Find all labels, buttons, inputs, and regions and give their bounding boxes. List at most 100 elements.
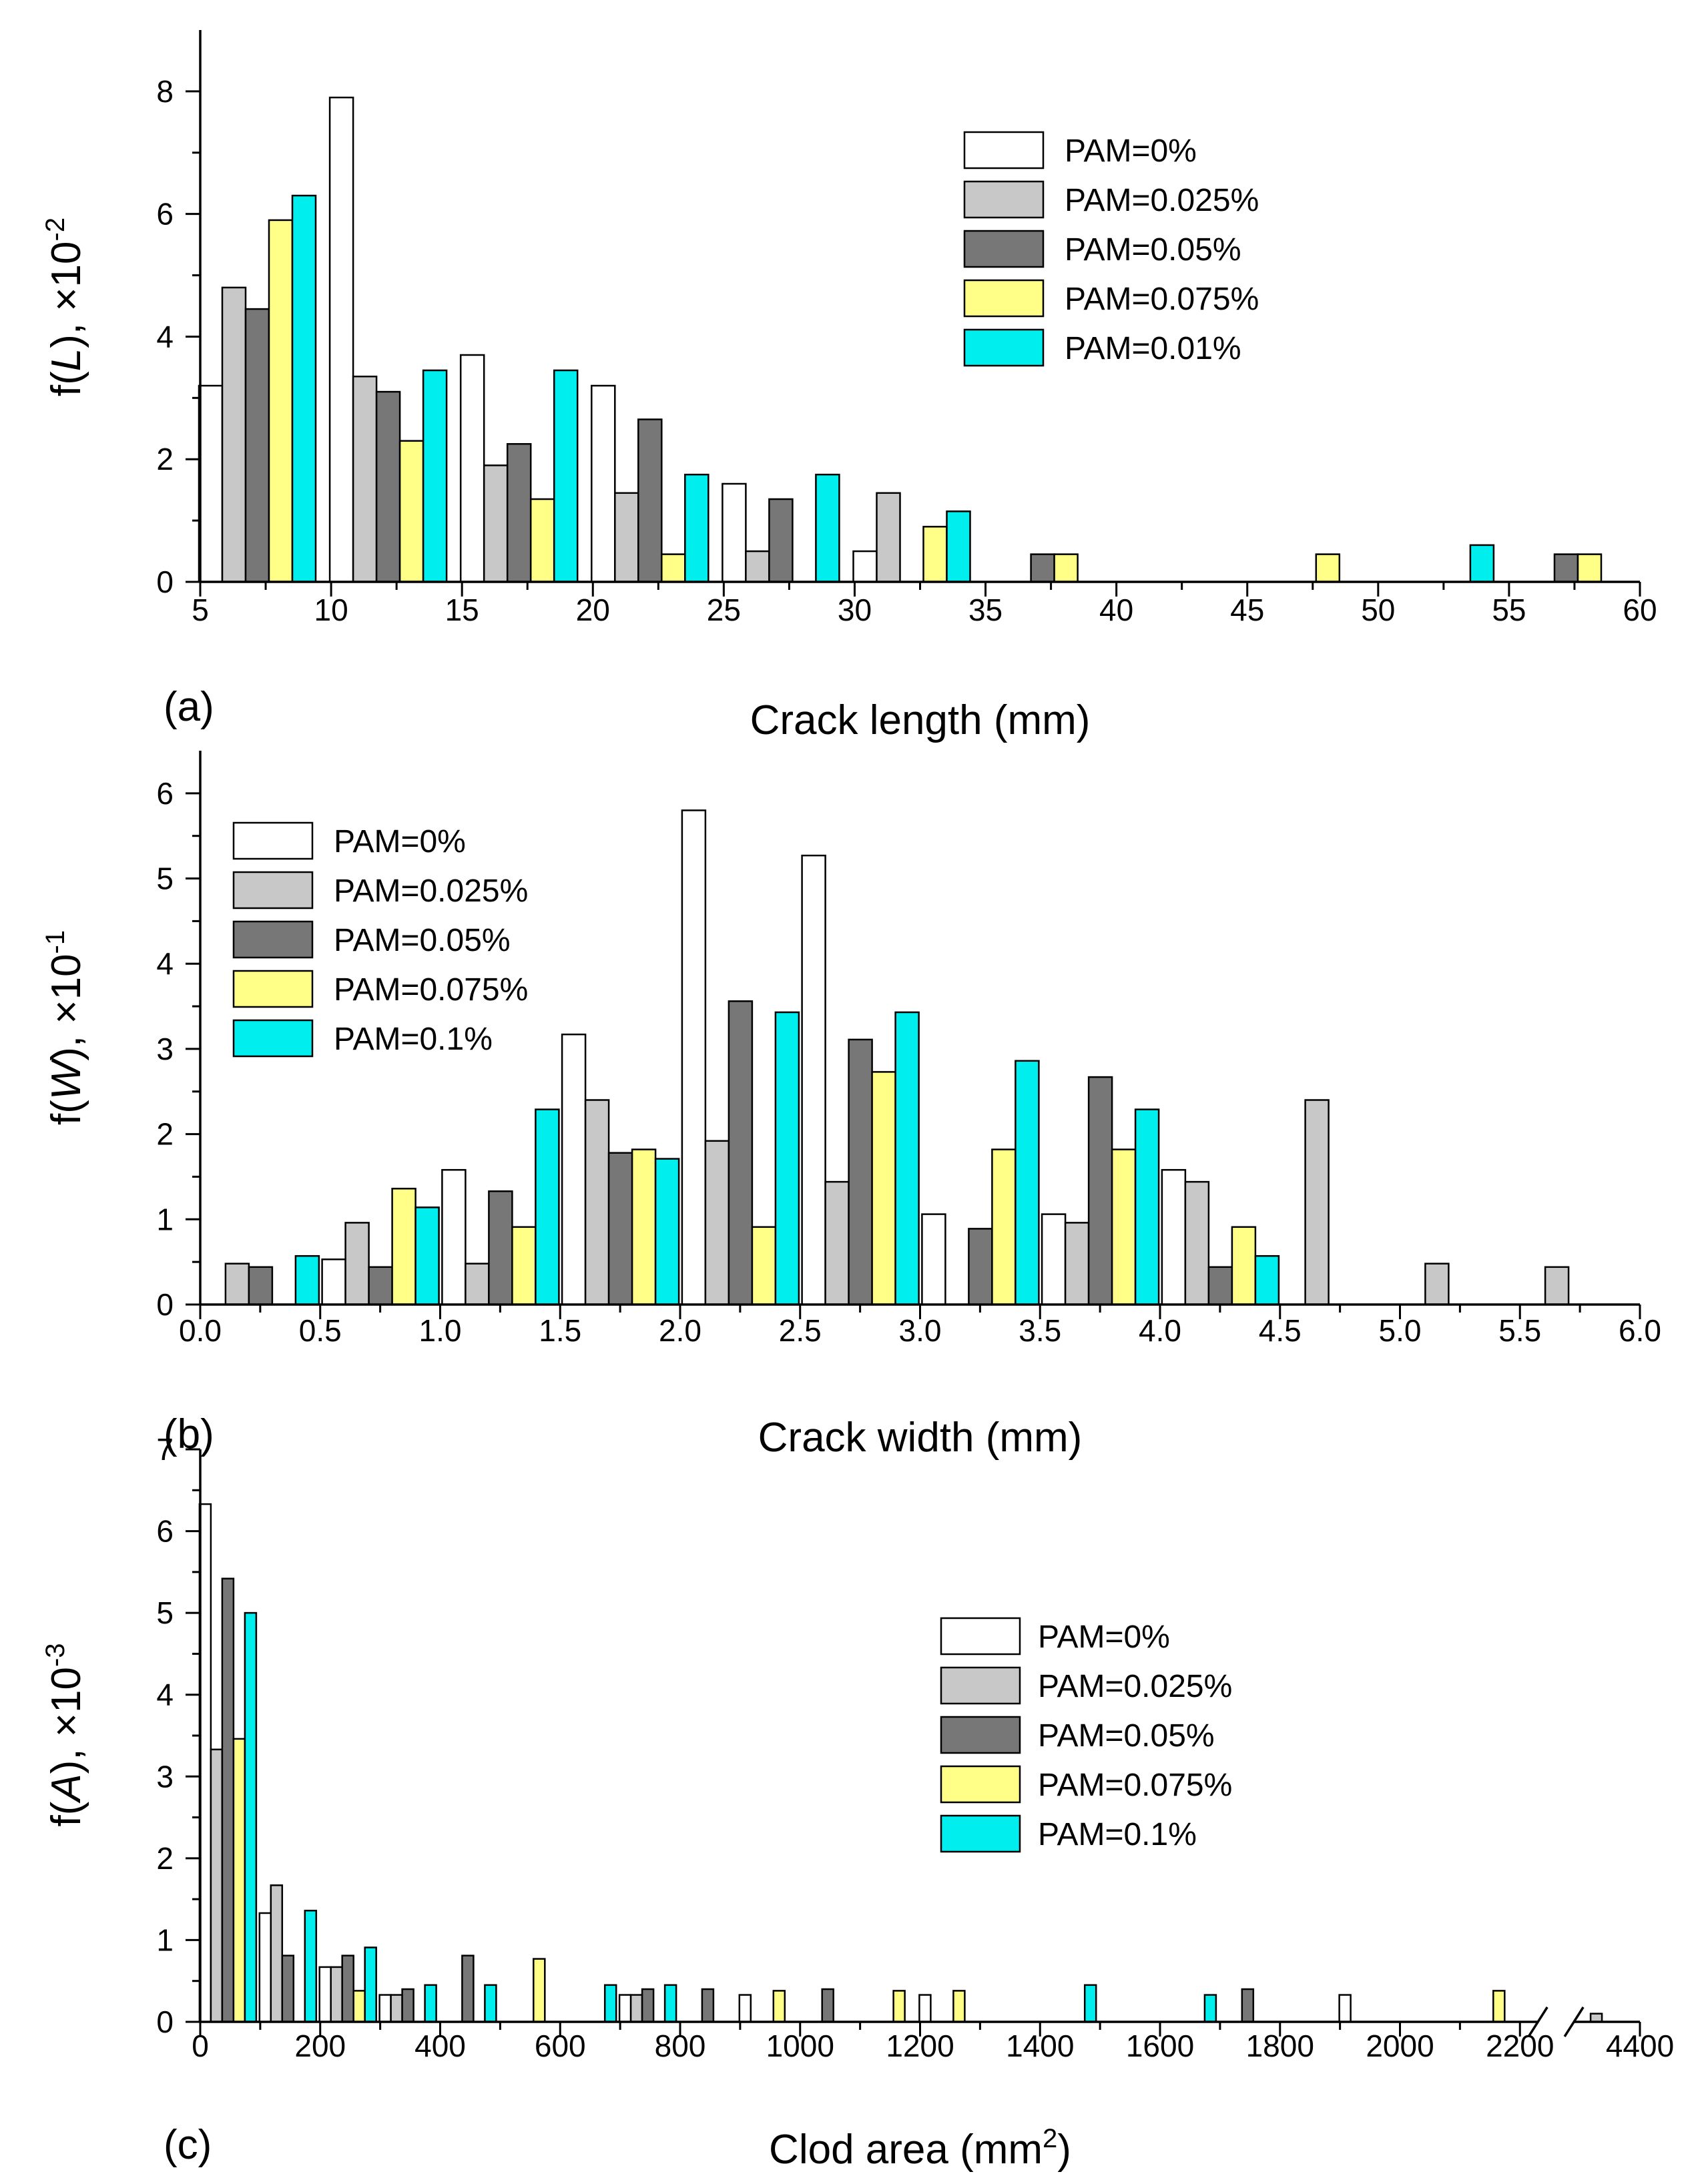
bar-PAM0-4 bbox=[722, 482, 747, 583]
bar-PAM0075-11 bbox=[892, 1990, 906, 2023]
x-axis-title-close: ) bbox=[1057, 2127, 1071, 2173]
legend-label: PAM=0% bbox=[1065, 133, 1197, 169]
x-tick-label: 0.5 bbox=[299, 1313, 342, 1348]
bar-PAM0075-9 bbox=[772, 1990, 786, 2023]
y-axis-title-text: f( bbox=[43, 371, 89, 396]
legend-label: PAM=0.1% bbox=[1038, 1817, 1197, 1852]
legend-item: PAM=0.1% bbox=[232, 1019, 493, 1058]
y-tick-label: 4 bbox=[156, 946, 174, 981]
x-tick-label: 0.0 bbox=[179, 1313, 222, 1348]
x-tick-label: 2200 bbox=[1486, 2029, 1554, 2063]
legend-item: PAM=0.01% bbox=[963, 328, 1241, 367]
legend-label: PAM=0% bbox=[1038, 1619, 1170, 1655]
bar-PAM0025-7 bbox=[629, 1994, 643, 2023]
y-tick-label: 2 bbox=[156, 1117, 174, 1152]
y-tick-label: 4 bbox=[156, 1678, 174, 1712]
legend-label: PAM=0.05% bbox=[334, 923, 511, 958]
bar-PAM0-1 bbox=[258, 1912, 272, 2023]
legend-swatch bbox=[232, 1019, 314, 1058]
bar-PAM0-5 bbox=[801, 854, 826, 1306]
x-tick-label: 3.0 bbox=[899, 1313, 942, 1348]
y-tick-label: 2 bbox=[156, 442, 174, 476]
legend-item: PAM=0.075% bbox=[232, 970, 528, 1008]
legend-label: PAM=0.025% bbox=[1038, 1669, 1232, 1704]
x-tick-label: 60 bbox=[1623, 593, 1657, 627]
legend-swatch bbox=[963, 230, 1045, 268]
legend-swatch bbox=[940, 1765, 1021, 1804]
y-tick-label: 3 bbox=[156, 1759, 174, 1794]
x-tick-label: 25 bbox=[707, 593, 741, 627]
legend-swatch bbox=[232, 871, 314, 909]
bar-PAM005-5 bbox=[848, 1038, 873, 1306]
bar-PAM01-14 bbox=[1083, 1984, 1097, 2023]
y-axis-title-scale: ), ×10 bbox=[43, 954, 89, 1060]
axis-break-mark bbox=[1527, 2007, 1548, 2037]
legend-swatch bbox=[963, 131, 1045, 169]
bar-PAM005-4 bbox=[728, 1000, 754, 1306]
bar-PAM005-2 bbox=[506, 443, 532, 583]
bar-PAM0025-0 bbox=[224, 1262, 250, 1306]
bar-PAM005-4 bbox=[768, 498, 794, 583]
bar-PAM005-1 bbox=[368, 1266, 393, 1306]
bar-PAM0075-3 bbox=[631, 1148, 657, 1306]
bar-PAM0025-7 bbox=[1064, 1222, 1090, 1306]
bar-PAM005-8 bbox=[701, 1988, 715, 2023]
bar-PAM0075-7 bbox=[1111, 1148, 1137, 1306]
bar-PAM01-3 bbox=[424, 1984, 437, 2023]
bar-PAM0025-0 bbox=[210, 1748, 224, 2023]
bar-PAM0075-1 bbox=[391, 1188, 416, 1306]
x-tick-label: 40 bbox=[1099, 593, 1133, 627]
bar-PAM01-1 bbox=[304, 1910, 318, 2023]
x-tick-label: 2.0 bbox=[659, 1313, 701, 1348]
legend-item: PAM=0.075% bbox=[940, 1765, 1232, 1804]
bar-PAM01-4 bbox=[484, 1984, 497, 2023]
legend-item: PAM=0% bbox=[963, 131, 1197, 169]
bar-PAM0025-8 bbox=[1184, 1180, 1210, 1306]
legend-item: PAM=0.05% bbox=[963, 230, 1241, 268]
legend-label: PAM=0.025% bbox=[1065, 183, 1259, 218]
x-tick-label: 35 bbox=[968, 593, 1003, 627]
bar-PAM0025-5 bbox=[876, 492, 901, 583]
x-tick-label: 4400 bbox=[1606, 2029, 1674, 2063]
bar-PAM0-1 bbox=[321, 1258, 346, 1306]
x-tick-label: 55 bbox=[1492, 593, 1526, 627]
x-tick-label: 20 bbox=[576, 593, 610, 627]
bar-PAM0025-5 bbox=[824, 1180, 850, 1306]
x-tick-label: 1600 bbox=[1126, 2029, 1194, 2063]
y-tick-label: 0 bbox=[156, 565, 174, 599]
bar-PAM0025-1 bbox=[270, 1884, 284, 2023]
bar-PAM01-3 bbox=[654, 1158, 680, 1306]
y-axis-title-variable: L bbox=[43, 348, 89, 371]
bar-PAM0-3 bbox=[591, 384, 616, 583]
bar-PAM0-1 bbox=[328, 96, 354, 583]
x-tick-label: 1200 bbox=[886, 2029, 954, 2063]
bar-PAM001-0 bbox=[291, 194, 317, 583]
legend-label: PAM=0% bbox=[334, 824, 466, 859]
legend-item: PAM=0% bbox=[232, 821, 466, 860]
bar-PAM005-17 bbox=[1241, 1988, 1255, 2023]
bar-PAM0025-0 bbox=[221, 286, 247, 583]
legend-label: PAM=0.01% bbox=[1065, 331, 1241, 366]
x-tick-label: 1800 bbox=[1246, 2029, 1314, 2063]
bar-PAM0025-3 bbox=[614, 492, 639, 583]
y-axis-title-variable: W bbox=[43, 1057, 89, 1100]
bar-PAM005-3 bbox=[607, 1152, 633, 1306]
bar-PAM005-3 bbox=[637, 418, 663, 583]
bar-PAM0-12 bbox=[918, 1994, 932, 2023]
bar-PAM005-3 bbox=[401, 1988, 414, 2023]
bar-PAM0075-8 bbox=[1315, 553, 1341, 583]
y-tick-label: 4 bbox=[156, 319, 174, 354]
legend-swatch bbox=[963, 279, 1045, 318]
legend-swatch bbox=[232, 920, 314, 959]
bar-PAM005-6 bbox=[1030, 553, 1055, 583]
x-axis-title: Crack width (mm) bbox=[758, 1415, 1083, 1461]
bar-PAM0075-2 bbox=[511, 1226, 537, 1306]
bar-PAM001-1 bbox=[422, 369, 448, 583]
panel-a: 5 10 15 20 25 30 35 40 45 50 55 60 0 2 4 6 8 Crack length… bbox=[41, 30, 1657, 743]
legend-swatch bbox=[940, 1666, 1021, 1705]
x-tick-label: 4.0 bbox=[1139, 1313, 1181, 1348]
axis-break-mark bbox=[1563, 2007, 1585, 2037]
bar-PAM0075-1 bbox=[398, 440, 424, 583]
bar-PAM0025-2 bbox=[483, 464, 509, 583]
legend-label: PAM=0.075% bbox=[1038, 1768, 1232, 1803]
